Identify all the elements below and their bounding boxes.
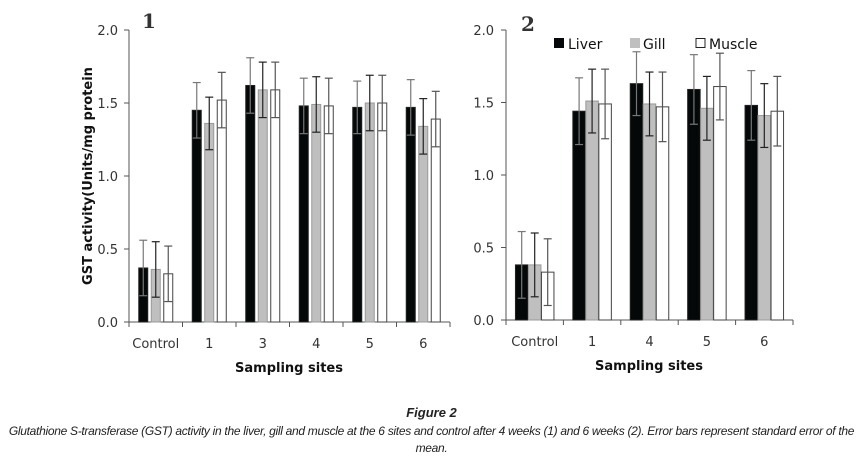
legend-label-gill: Gill [643,37,666,53]
y-tick-label: 1.0 [473,169,494,184]
y-tick-label: 0.5 [97,243,118,258]
bar-muscle [430,118,441,323]
x-axis-title: Sampling sites [235,361,343,376]
x-tick-label: 5 [703,335,711,350]
x-tick-label: Control [511,335,558,350]
x-tick-label: 4 [312,337,320,352]
y-tick-label: 0.0 [473,314,494,329]
bar-muscle [323,105,334,323]
bar-gill [311,103,322,323]
x-tick-label: 1 [588,335,596,350]
y-tick-label: 2.0 [97,24,118,39]
x-tick-label: 1 [205,337,213,352]
legend-label-liver: Liver [568,37,603,53]
x-tick-label: 5 [366,337,374,352]
panel-label: 1 [142,9,156,33]
x-tick-label: 6 [760,335,768,350]
plot-area: 0.0 0.5 1.0 1.5 2.0 Control 1 4 5 6 [473,24,794,350]
bar-liver [298,105,309,323]
bar-muscle [377,102,388,323]
bar-gill [257,89,268,323]
x-tick-label: 4 [645,335,653,350]
bar-liver [352,106,363,323]
chart-panel-2: 2 Sampling sites 0.0 0.5 1.0 1.5 2.0 Control 1… [473,12,794,374]
bar-gill [364,102,375,323]
legend: Liver Gill Muscle [554,37,757,53]
y-tick-label: 0.0 [97,316,118,331]
bar-gill [204,122,215,323]
legend-label-muscle: Muscle [709,37,757,53]
bar-muscle [713,86,727,321]
x-tick-label: 6 [419,337,427,352]
bar-gill [418,125,429,323]
figure-title: Figure 2 [406,405,457,420]
bar-liver [405,106,416,323]
figure-caption: Glutathione S-transferase (GST) activity… [8,424,855,455]
y-tick-label: 1.5 [473,97,494,112]
figure-canvas: 1 GST activity(Units/mg protein Sampling… [81,9,794,376]
bar-liver [191,109,202,323]
legend-swatch-liver [554,38,564,48]
x-tick-label: Control [132,337,179,352]
x-axis-title: Sampling sites [595,359,703,374]
y-tick-label: 1.5 [97,97,118,112]
plot-area: 0.0 0.5 1.0 1.5 2.0 Control 1 3 4 5 6 [97,24,451,352]
bar-muscle [216,99,227,323]
bar-muscle [270,89,281,323]
legend-swatch-gill [630,38,640,48]
x-tick-label: 3 [259,337,267,352]
y-axis-title: GST activity(Units/mg protein [81,67,96,285]
bar-gill [585,100,599,321]
legend-swatch-muscle [695,38,706,48]
bar-liver [245,84,256,323]
bar-liver [629,83,644,321]
y-tick-label: 2.0 [473,24,494,39]
panel-label: 2 [521,12,535,36]
y-tick-label: 1.0 [97,170,118,185]
chart-panel-1: 1 GST activity(Units/mg protein Sampling… [81,9,451,376]
y-tick-label: 0.5 [473,242,494,257]
